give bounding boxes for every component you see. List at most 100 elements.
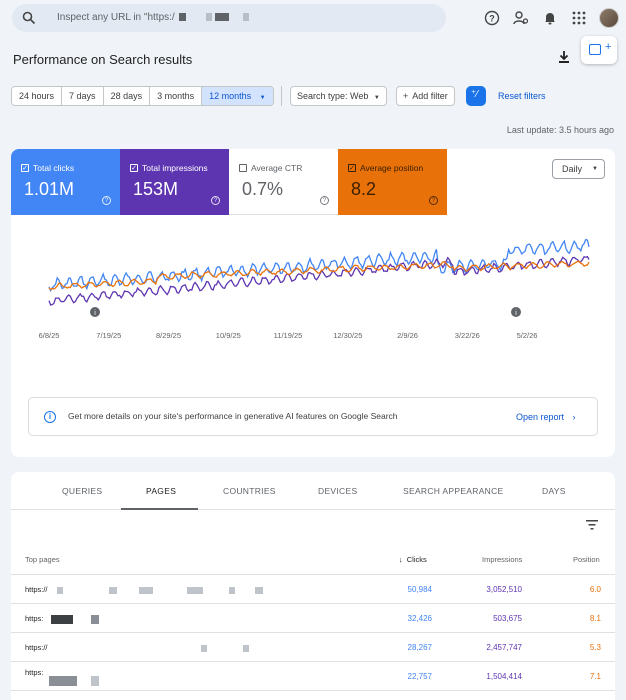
table-row[interactable]: https: 22,757 1,504,414 7.1	[11, 662, 615, 691]
page-url[interactable]: https:	[25, 668, 44, 677]
divider	[281, 86, 282, 106]
date-range-selector: 24 hours 7 days 28 days 3 months 12 mont…	[11, 86, 274, 106]
table-header: Top pages ↓ Clicks Impressions Position	[11, 547, 615, 575]
performance-chart-card: ✓ Total clicks 1.01M ? ✓ Total impressio…	[11, 149, 615, 457]
redacted-block	[139, 587, 153, 594]
panel-icon	[589, 44, 601, 55]
table-row[interactable]: https:// 50,984 3,052,510 6.0	[11, 575, 615, 604]
x-tick-label: 12/30/25	[333, 331, 362, 340]
header-clicks[interactable]: ↓ Clicks	[399, 555, 427, 564]
svg-text:i: i	[94, 310, 96, 317]
metric-total-impressions[interactable]: ✓ Total impressions 153M ?	[120, 149, 229, 215]
search-type-filter[interactable]: Search type: Web ▼	[290, 86, 387, 106]
chevron-down-icon: ▼	[592, 166, 598, 172]
compare-button[interactable]: ⁺⁄	[466, 86, 486, 106]
page-url[interactable]: https://	[25, 585, 48, 594]
x-tick-label: 2/9/26	[397, 331, 418, 340]
header-position[interactable]: Position	[573, 555, 600, 564]
redacted-block	[255, 587, 263, 594]
redacted-block	[91, 615, 99, 624]
avatar[interactable]	[599, 8, 619, 28]
metric-value: 8.2	[351, 179, 377, 199]
open-report-link[interactable]: Open report ›	[516, 412, 576, 422]
last-update-text: Last update: 3.5 hours ago	[506, 125, 614, 135]
x-tick-label: 8/29/25	[156, 331, 181, 340]
export-icon[interactable]	[557, 50, 571, 64]
x-tick-label: 7/19/25	[96, 331, 121, 340]
chevron-down-icon: ▼	[259, 95, 266, 101]
range-3-months[interactable]: 3 months	[150, 87, 203, 105]
redacted-block	[187, 587, 203, 594]
arrow-down-icon: ↓	[399, 555, 403, 564]
tab-days[interactable]: DAYS	[542, 486, 566, 496]
range-12-months[interactable]: 12 months ▼	[202, 87, 273, 105]
reset-filters-link[interactable]: Reset filters	[498, 91, 546, 101]
metric-average-position[interactable]: ✓ Average position 8.2 ?	[338, 149, 447, 215]
active-tab-indicator	[121, 508, 198, 510]
ai-features-banner: i Get more details on your site's perfor…	[28, 397, 598, 436]
checkbox-checked-icon[interactable]: ✓	[348, 164, 356, 172]
header-impressions[interactable]: Impressions	[482, 555, 523, 564]
checkbox-unchecked-icon[interactable]	[239, 164, 247, 172]
page-url[interactable]: https://	[25, 643, 48, 652]
redacted-block	[49, 676, 77, 686]
range-28-days[interactable]: 28 days	[104, 87, 151, 105]
tab-search-appearance[interactable]: SEARCH APPEARANCE	[403, 486, 504, 496]
x-tick-label: 10/9/25	[216, 331, 241, 340]
metric-value: 1.01M	[24, 179, 75, 199]
tab-countries[interactable]: COUNTRIES	[223, 486, 276, 496]
performance-line-chart: i i 6/8/25 7/19/25 8/29/25 10/9/25 11/19/25 12/…	[39, 238, 590, 340]
annotation-marker[interactable]: i	[90, 307, 100, 317]
search-icon	[22, 11, 36, 25]
search-input[interactable]: Inspect any URL in "https:/	[57, 12, 249, 23]
granularity-select[interactable]: Daily ▼	[552, 159, 605, 179]
svg-text:?: ?	[489, 14, 495, 24]
table-row[interactable]: https: 32,426 503,675 8.1	[11, 604, 615, 633]
table-row[interactable]: https:// 28,267 2,457,747 5.3	[11, 633, 615, 662]
x-tick-label: 3/22/26	[455, 331, 480, 340]
plus-icon: +	[403, 91, 409, 101]
help-icon[interactable]: ?	[211, 196, 220, 205]
redacted-block	[57, 587, 63, 594]
series-line-2	[48, 260, 590, 291]
range-24-hours[interactable]: 24 hours	[12, 87, 63, 105]
side-panel-button[interactable]: +	[581, 36, 617, 64]
tab-pages[interactable]: PAGES	[146, 486, 177, 496]
tab-devices[interactable]: DEVICES	[318, 486, 358, 496]
dimension-tabs: QUERIES PAGES COUNTRIES DEVICES SEARCH A…	[11, 472, 615, 510]
redacted-block	[229, 587, 235, 594]
apps-grid-icon[interactable]	[571, 10, 587, 26]
svg-text:i: i	[515, 310, 517, 317]
manage-accounts-icon[interactable]	[513, 10, 529, 26]
tune-icon: ⁺⁄	[471, 89, 478, 100]
x-tick-label: 11/19/25	[274, 331, 303, 340]
help-icon[interactable]: ?	[429, 196, 438, 205]
tab-queries[interactable]: QUERIES	[62, 486, 103, 496]
chevron-right-icon: ›	[572, 412, 576, 422]
range-7-days[interactable]: 7 days	[62, 87, 104, 105]
chevron-down-icon: ▼	[373, 95, 380, 101]
metric-average-ctr[interactable]: Average CTR 0.7% ?	[229, 149, 338, 215]
series-line-1	[48, 255, 590, 306]
redacted-block	[109, 587, 117, 594]
notifications-icon[interactable]	[542, 10, 558, 26]
add-filter-button[interactable]: + Add filter	[396, 86, 455, 106]
filter-list-icon[interactable]	[586, 520, 598, 530]
header-top-pages: Top pages	[25, 555, 60, 564]
dimensions-table-card: QUERIES PAGES COUNTRIES DEVICES SEARCH A…	[11, 472, 615, 700]
annotation-marker[interactable]: i	[511, 307, 521, 317]
help-icon[interactable]: ?	[320, 196, 329, 205]
redacted-block	[51, 615, 73, 624]
checkbox-checked-icon[interactable]: ✓	[21, 164, 29, 172]
page-url[interactable]: https:	[25, 614, 44, 623]
info-icon: i	[44, 411, 56, 423]
checkbox-checked-icon[interactable]: ✓	[130, 164, 138, 172]
metric-total-clicks[interactable]: ✓ Total clicks 1.01M ?	[11, 149, 120, 215]
redacted-block	[91, 676, 99, 686]
help-icon[interactable]: ?	[102, 196, 111, 205]
url-inspection-search[interactable]: Inspect any URL in "https:/	[12, 4, 446, 32]
metric-value: 0.7%	[242, 179, 284, 199]
x-tick-label: 5/2/26	[517, 331, 538, 340]
redacted-block	[243, 645, 249, 652]
help-icon[interactable]: ?	[484, 10, 500, 26]
